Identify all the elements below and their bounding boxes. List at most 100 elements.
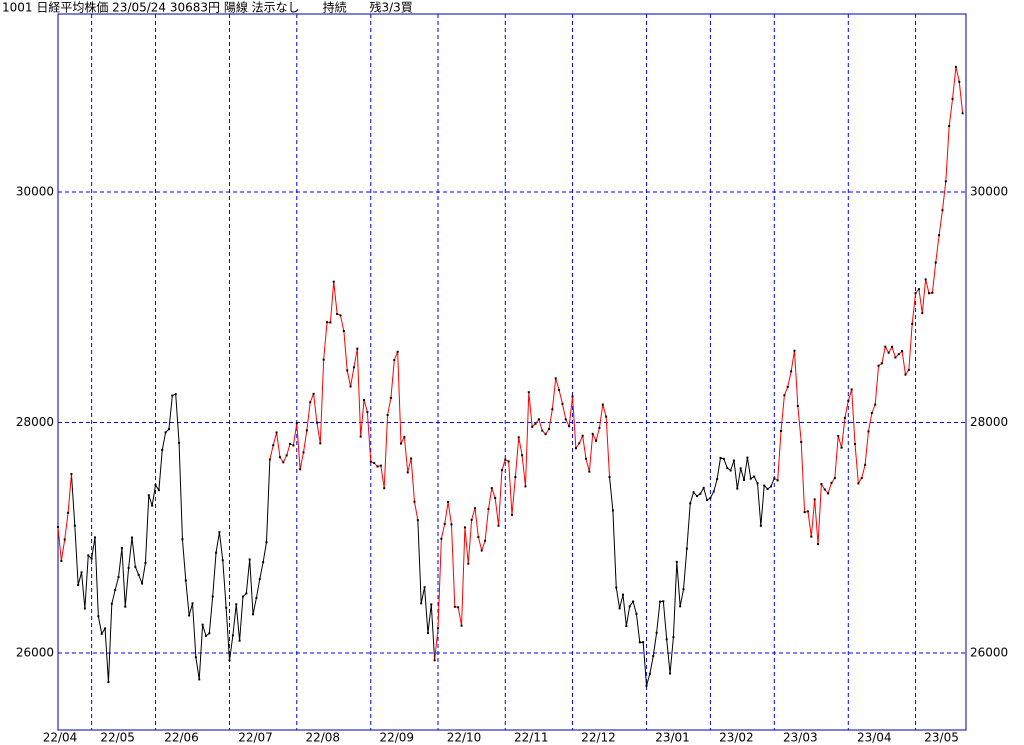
price-dot	[598, 426, 601, 429]
price-dot	[154, 484, 157, 487]
price-dot	[632, 600, 635, 603]
price-dot	[564, 418, 567, 421]
price-dot	[349, 385, 352, 388]
price-dot	[480, 549, 483, 552]
price-dot	[931, 291, 934, 294]
price-dot	[833, 477, 836, 480]
price-dot	[211, 595, 214, 598]
price-dot	[174, 393, 177, 396]
price-dot	[60, 559, 63, 562]
price-dot	[961, 112, 964, 115]
price-dot	[578, 442, 581, 445]
price-dot	[611, 509, 614, 512]
price-dot	[366, 411, 369, 414]
price-dot	[581, 434, 584, 437]
price-dot	[302, 451, 305, 454]
price-dot	[295, 422, 298, 425]
price-dot	[57, 526, 59, 529]
price-dot	[544, 433, 547, 436]
price-dot	[322, 358, 325, 361]
price-dot	[716, 478, 719, 481]
x-tick-label: 23/04	[857, 731, 892, 745]
price-dot	[938, 234, 941, 237]
price-dot	[568, 425, 571, 428]
y2-tick-label: 30000	[970, 185, 1008, 199]
price-dot	[712, 490, 715, 493]
price-dot	[917, 288, 920, 291]
price-dot	[847, 399, 850, 402]
price-dot	[588, 470, 591, 473]
price-dot	[722, 457, 725, 460]
price-dot	[147, 494, 150, 497]
price-dot	[127, 566, 130, 569]
price-dot	[571, 395, 574, 398]
price-dot	[77, 584, 80, 587]
price-dot	[497, 524, 500, 527]
price-dot	[252, 613, 255, 616]
x-tick-label: 22/05	[100, 731, 135, 745]
price-dot	[796, 405, 799, 408]
price-dot	[141, 582, 144, 585]
price-dot	[635, 612, 638, 615]
price-dot	[215, 551, 218, 554]
price-dot	[850, 388, 853, 391]
price-dot	[605, 415, 608, 418]
price-dot	[198, 678, 201, 681]
price-dot	[426, 632, 429, 635]
price-dot	[924, 278, 927, 281]
price-dot	[410, 457, 413, 460]
price-dot	[817, 543, 820, 546]
price-dot	[134, 565, 137, 568]
price-dot	[749, 477, 752, 480]
price-dot	[803, 511, 806, 514]
price-dot	[453, 605, 456, 608]
price-dot	[854, 443, 857, 446]
price-dot	[753, 475, 756, 478]
y-tick-label: 26000	[16, 646, 54, 660]
price-dot	[231, 634, 234, 637]
price-dot	[67, 511, 70, 514]
price-dot	[447, 500, 450, 503]
price-dot	[373, 461, 376, 464]
price-dot	[558, 388, 561, 391]
price-dot	[601, 403, 604, 406]
price-dot	[400, 442, 403, 445]
price-dot	[356, 347, 359, 350]
y2-tick-label: 26000	[970, 646, 1008, 660]
price-dot	[695, 495, 698, 498]
price-dot	[672, 636, 675, 639]
price-dot	[342, 330, 345, 333]
price-dot	[114, 588, 117, 591]
price-dot	[887, 351, 890, 354]
price-dot	[652, 655, 655, 658]
price-dot	[541, 429, 544, 432]
price-dot	[840, 446, 843, 449]
price-dot	[608, 476, 611, 479]
price-dot	[891, 345, 894, 348]
chart-title: 1001 日経平均株価 23/05/24 30683円 陽線 法示なし 持続 残…	[2, 0, 413, 15]
price-dot	[621, 593, 624, 596]
price-dot	[204, 634, 207, 637]
price-dot	[265, 541, 268, 544]
price-dot	[517, 436, 520, 439]
price-dot	[800, 440, 803, 443]
price-dot	[63, 538, 66, 541]
price-dot	[151, 504, 154, 507]
price-dot	[897, 353, 900, 356]
price-dot	[944, 180, 947, 183]
price-dot	[551, 408, 554, 411]
price-dot	[312, 392, 315, 395]
price-dot	[746, 456, 749, 459]
price-dot	[117, 576, 120, 579]
price-dot	[228, 659, 231, 662]
price-dot	[164, 431, 167, 434]
price-dot	[363, 399, 366, 402]
price-dot	[827, 492, 830, 495]
price-dot	[393, 359, 396, 362]
price-dot	[93, 536, 96, 539]
price-dot	[484, 539, 487, 542]
price-dot	[699, 492, 702, 495]
price-dot	[413, 500, 416, 503]
price-dot	[104, 627, 107, 630]
